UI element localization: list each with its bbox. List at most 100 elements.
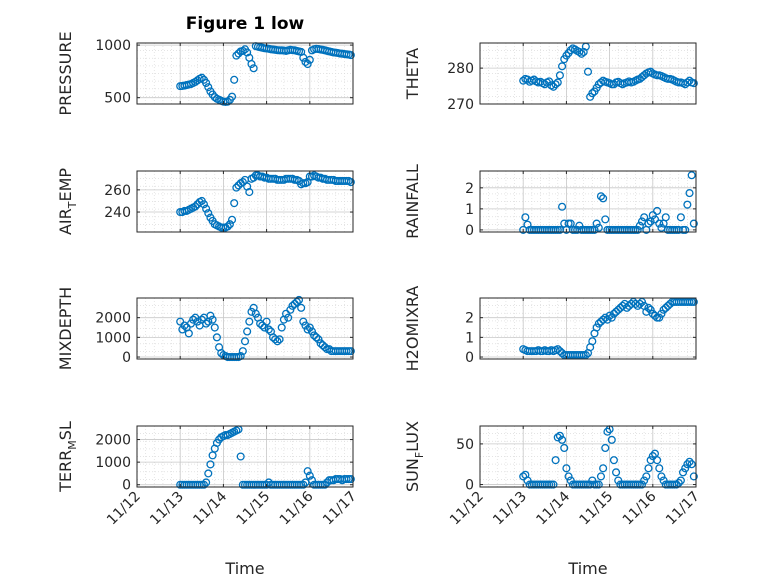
data-point xyxy=(223,222,232,231)
data-point xyxy=(655,313,664,322)
data-point xyxy=(637,480,647,489)
data-point xyxy=(674,478,683,487)
data-point xyxy=(545,77,554,86)
data-point xyxy=(223,97,232,106)
data-point xyxy=(661,213,670,222)
data-point xyxy=(199,200,209,209)
data-series xyxy=(176,425,355,489)
data-point xyxy=(273,337,282,346)
data-point xyxy=(307,327,317,336)
data-point xyxy=(558,435,567,444)
y-tick-label: 2000 xyxy=(95,433,131,449)
data-point xyxy=(247,307,256,316)
data-point xyxy=(555,431,564,440)
data-point xyxy=(549,480,558,489)
data-point xyxy=(189,315,198,324)
y-axis-label: TERRMSL xyxy=(56,421,79,493)
data-point xyxy=(683,200,692,209)
data-point xyxy=(642,472,651,481)
data-point xyxy=(204,469,213,478)
y-tick-label: 270 xyxy=(447,97,474,113)
data-point xyxy=(644,303,653,312)
data-point xyxy=(204,209,213,218)
y-tick-label: 0 xyxy=(465,350,474,366)
grid xyxy=(479,298,697,359)
data-point xyxy=(523,220,532,229)
data-point xyxy=(607,313,616,322)
data-point xyxy=(583,67,593,76)
data-point xyxy=(657,472,666,481)
data-point xyxy=(277,323,286,332)
data-point xyxy=(346,475,355,484)
data-point xyxy=(305,323,314,332)
data-point xyxy=(191,202,200,211)
data-point xyxy=(689,79,698,88)
data-point xyxy=(197,73,206,82)
data-point xyxy=(558,62,567,71)
data-point xyxy=(594,480,603,489)
data-point xyxy=(689,297,698,306)
data-point xyxy=(659,476,668,485)
y-tick-label: 1000 xyxy=(95,330,131,346)
axes-frame xyxy=(479,425,697,488)
data-point xyxy=(264,325,273,334)
data-point xyxy=(210,323,219,332)
y-axis-label: SUNFLUX xyxy=(403,421,426,492)
data-point xyxy=(689,219,698,228)
data-point xyxy=(601,443,610,453)
grid xyxy=(479,426,697,487)
subplot-5: 0 1000 2000 MIXDEPTH xyxy=(56,287,355,370)
data-point xyxy=(655,219,664,228)
data-point xyxy=(240,337,250,346)
data-point xyxy=(193,317,202,326)
data-point xyxy=(271,335,280,344)
grid xyxy=(479,43,697,105)
data-point xyxy=(588,476,597,485)
y-tick-label: 280 xyxy=(447,61,474,77)
data-point xyxy=(599,464,608,473)
data-series xyxy=(176,42,355,106)
data-point xyxy=(320,480,329,489)
axes-frame xyxy=(136,297,354,360)
y-tick-label: 0 xyxy=(122,350,131,366)
data-point xyxy=(555,71,564,80)
data-point xyxy=(603,315,612,324)
grid xyxy=(136,298,354,359)
y-tick-label: 1000 xyxy=(95,455,131,471)
data-point xyxy=(609,456,618,465)
data-point xyxy=(560,443,569,453)
data-point xyxy=(230,75,239,84)
data-point xyxy=(681,225,690,234)
data-point xyxy=(553,433,562,442)
data-point xyxy=(653,456,662,465)
data-point xyxy=(633,225,642,234)
data-series xyxy=(176,295,355,362)
subplot-3: 240 260 AIRTEMP xyxy=(56,168,355,235)
data-point xyxy=(206,311,215,320)
data-point xyxy=(232,51,241,60)
data-point xyxy=(238,178,247,187)
data-point xyxy=(314,335,323,344)
data-point xyxy=(653,206,662,216)
data-point xyxy=(635,299,644,308)
data-point xyxy=(346,178,355,187)
y-tick-label: 0 xyxy=(465,223,474,239)
y-tick-label: 2000 xyxy=(95,311,131,327)
data-point xyxy=(650,215,660,224)
data-point xyxy=(299,317,308,326)
data-point xyxy=(286,305,295,314)
data-point xyxy=(562,464,571,473)
data-point xyxy=(599,194,608,203)
data-point xyxy=(202,478,211,487)
data-point xyxy=(648,452,657,461)
data-point xyxy=(562,51,571,60)
data-point xyxy=(689,472,698,481)
data-point xyxy=(592,323,601,332)
y-tick-label: 0 xyxy=(122,478,131,494)
data-series xyxy=(519,171,698,234)
data-point xyxy=(238,347,247,356)
data-point xyxy=(245,317,254,326)
data-series xyxy=(176,171,355,232)
data-point xyxy=(637,297,647,306)
